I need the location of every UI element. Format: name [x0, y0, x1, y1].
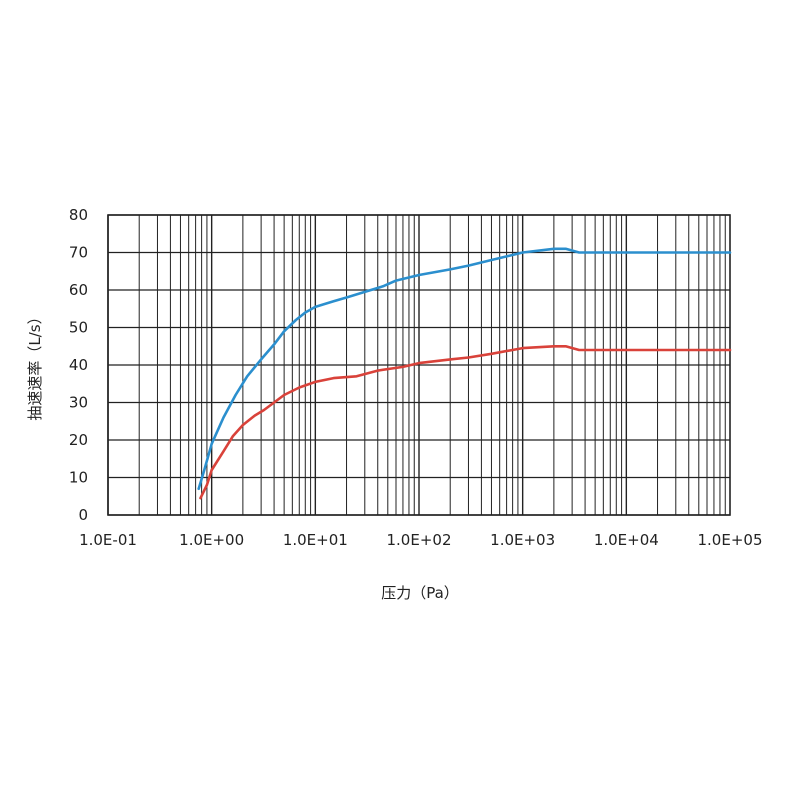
plot-frame	[107, 214, 731, 516]
x-tick-label: 1.0E+02	[387, 531, 452, 549]
y-tick-label: 80	[69, 206, 88, 224]
x-tick-label: 1.0E+03	[490, 531, 555, 549]
grid-lines	[107, 214, 730, 516]
series-layer	[197, 247, 732, 500]
y-tick-label: 50	[69, 319, 88, 337]
y-tick-label: 60	[69, 281, 88, 299]
x-axis-label: 压力（Pa）	[381, 584, 459, 602]
x-tick-label: 1.0E+04	[594, 531, 659, 549]
x-tick-label: 1.0E+01	[283, 531, 348, 549]
x-tick-label: 1.0E+00	[179, 531, 244, 549]
series-line-2	[199, 345, 732, 500]
y-tick-label: 40	[69, 356, 88, 374]
y-tick-label: 30	[69, 394, 88, 412]
x-tick-label: 1.0E+05	[698, 531, 763, 549]
tick-labels: 1.0E-01 1.0E+00 1.0E+01 1.0E+02 1.0E+03 1.0E+…	[69, 206, 763, 549]
x-tick-label: 1.0E-01	[79, 531, 137, 549]
y-tick-label: 70	[69, 244, 88, 262]
series-line-1	[197, 247, 732, 491]
y-axis-label: 抽速速率（L/s）	[26, 309, 44, 420]
y-tick-label: 10	[69, 469, 88, 487]
y-tick-label: 20	[69, 431, 88, 449]
y-tick-label: 0	[78, 506, 88, 524]
